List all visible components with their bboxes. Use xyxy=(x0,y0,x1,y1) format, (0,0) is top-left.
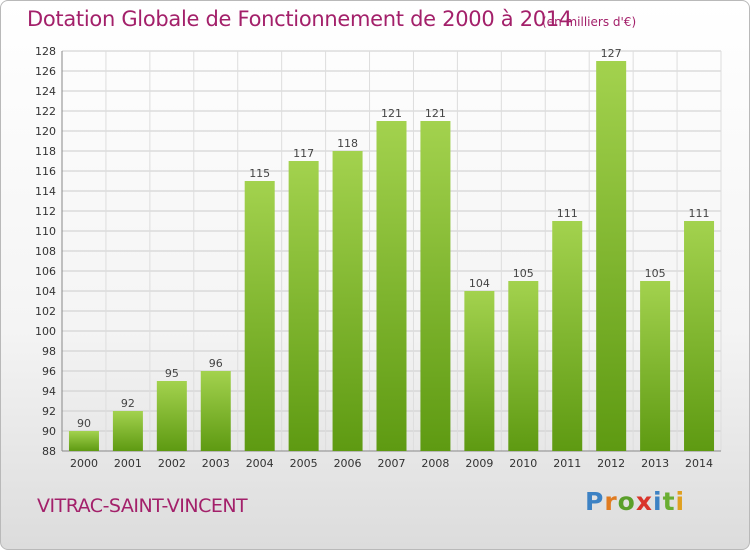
x-tick-label: 2002 xyxy=(158,457,186,470)
bar xyxy=(112,411,143,451)
x-tick-label: 2001 xyxy=(114,457,142,470)
data-label: 121 xyxy=(381,107,402,120)
y-tick-label: 124 xyxy=(35,85,56,98)
data-label: 118 xyxy=(337,137,358,150)
x-tick-label: 2006 xyxy=(334,457,362,470)
y-tick-label: 98 xyxy=(42,345,56,358)
x-tick-label: 2003 xyxy=(202,457,230,470)
x-tick-label: 2011 xyxy=(553,457,581,470)
data-label: 117 xyxy=(293,147,314,160)
bar xyxy=(156,381,187,451)
x-tick-label: 2010 xyxy=(509,457,537,470)
x-tick-label: 2004 xyxy=(246,457,274,470)
data-label: 92 xyxy=(121,397,135,410)
logo-letter: t xyxy=(662,487,676,516)
y-tick-label: 96 xyxy=(42,365,56,378)
y-tick-label: 102 xyxy=(35,305,56,318)
data-label: 121 xyxy=(425,107,446,120)
bar xyxy=(596,61,627,451)
x-tick-label: 2007 xyxy=(378,457,406,470)
bar xyxy=(376,121,407,451)
logo-letter: P xyxy=(585,487,605,516)
x-tick-label: 2000 xyxy=(70,457,98,470)
x-tick-label: 2012 xyxy=(597,457,625,470)
y-tick-label: 90 xyxy=(42,425,56,438)
bar xyxy=(420,121,451,451)
logo-letter: x xyxy=(635,487,653,516)
y-tick-label: 118 xyxy=(35,145,56,158)
bar xyxy=(68,431,99,451)
logo-letter: r xyxy=(604,487,618,516)
bar xyxy=(640,281,671,451)
y-tick-label: 120 xyxy=(35,125,56,138)
bar xyxy=(508,281,539,451)
logo-letter: i xyxy=(653,487,663,516)
x-tick-label: 2013 xyxy=(641,457,669,470)
bar xyxy=(684,221,715,451)
commune-name: VITRAC-SAINT-VINCENT xyxy=(37,495,248,517)
x-tick-label: 2009 xyxy=(465,457,493,470)
data-label: 127 xyxy=(601,47,622,60)
bar xyxy=(244,181,275,451)
data-label: 104 xyxy=(469,277,490,290)
bar xyxy=(200,371,231,451)
y-tick-label: 116 xyxy=(35,165,56,178)
y-tick-label: 88 xyxy=(42,445,56,458)
proxiti-logo: Proxiti xyxy=(585,487,685,516)
chart-title: Dotation Globale de Fonctionnement de 20… xyxy=(27,7,572,31)
x-tick-label: 2008 xyxy=(421,457,449,470)
data-label: 111 xyxy=(689,207,710,220)
y-tick-label: 100 xyxy=(35,325,56,338)
x-tick-label: 2005 xyxy=(290,457,318,470)
data-label: 105 xyxy=(645,267,666,280)
y-tick-label: 110 xyxy=(35,225,56,238)
y-tick-label: 108 xyxy=(35,245,56,258)
y-tick-label: 106 xyxy=(35,265,56,278)
data-label: 111 xyxy=(557,207,578,220)
chart-subtitle: (en milliers d'€) xyxy=(542,15,637,29)
bar xyxy=(464,291,495,451)
bar xyxy=(552,221,583,451)
y-tick-label: 128 xyxy=(35,45,56,58)
data-label: 95 xyxy=(165,367,179,380)
y-tick-label: 122 xyxy=(35,105,56,118)
data-label: 90 xyxy=(77,417,91,430)
logo-letter: i xyxy=(675,487,686,516)
y-tick-label: 104 xyxy=(35,285,56,298)
data-label: 105 xyxy=(513,267,534,280)
data-label: 96 xyxy=(209,357,223,370)
bar xyxy=(332,151,363,451)
x-tick-label: 2014 xyxy=(685,457,713,470)
y-tick-label: 112 xyxy=(35,205,56,218)
logo-letter: o xyxy=(617,487,636,516)
bar xyxy=(288,161,319,451)
data-label: 115 xyxy=(249,167,270,180)
y-tick-label: 114 xyxy=(35,185,56,198)
y-tick-label: 94 xyxy=(42,385,56,398)
y-tick-label: 92 xyxy=(42,405,56,418)
y-tick-label: 126 xyxy=(35,65,56,78)
